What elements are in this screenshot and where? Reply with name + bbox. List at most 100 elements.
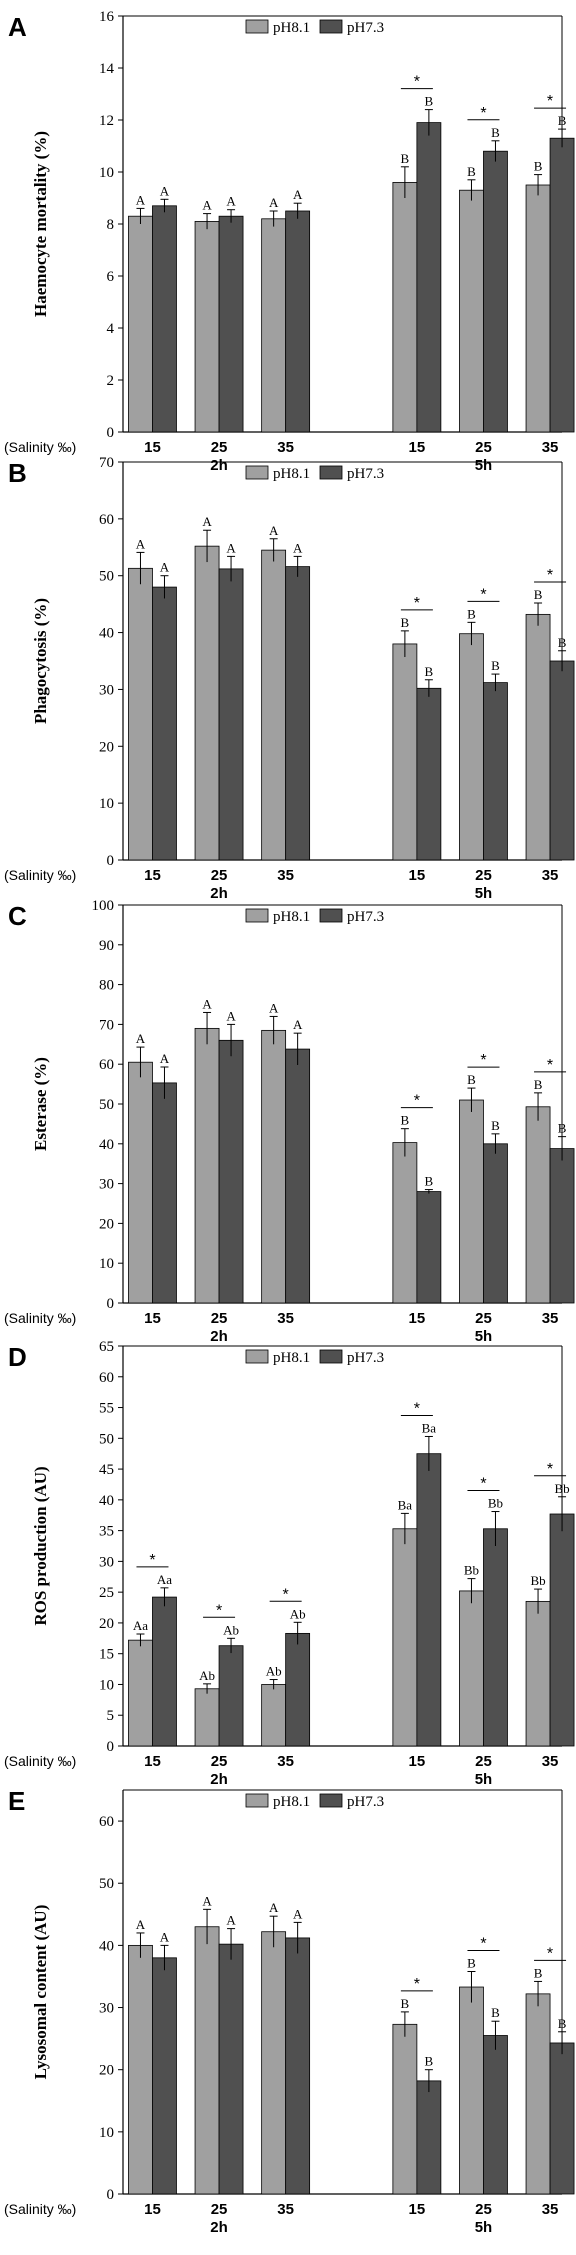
bar xyxy=(392,2023,418,2195)
bar-letter-label: B xyxy=(401,1996,410,2011)
x-tick-label: 15 xyxy=(144,2201,161,2218)
bar-letter-label: A xyxy=(269,523,279,538)
bar-letter-label: A xyxy=(226,1008,236,1023)
bar-letter-label: A xyxy=(136,1031,146,1046)
bar xyxy=(152,1596,177,1747)
bar-letter-label: B xyxy=(534,1965,543,1980)
bar-letter-label: Bb xyxy=(488,1496,503,1511)
bar xyxy=(261,1931,287,2195)
y-tick-label: 8 xyxy=(107,217,115,233)
legend-swatch-ph81 xyxy=(245,19,269,34)
y-tick-label: 100 xyxy=(92,898,115,914)
significance-star: * xyxy=(283,1586,289,1603)
y-tick-label: 0 xyxy=(107,2187,115,2203)
y-tick-label: 20 xyxy=(99,2063,114,2079)
y-tick-label: 40 xyxy=(99,1938,114,1954)
bar xyxy=(128,1639,153,1747)
chart-panel-B: 0 10 20 30 40 50 60 70 Phagocytosis (%) B pH8.1 pH7… xyxy=(4,455,575,902)
x-tick-label: 25 xyxy=(475,1310,492,1327)
x-tick-label: 25 xyxy=(475,867,492,884)
bar-letter-label: A xyxy=(226,194,236,209)
bar xyxy=(549,137,575,433)
legend-swatch-ph81 xyxy=(245,908,269,923)
x-tick-label: 25 xyxy=(475,1753,492,1770)
legend-label: pH8.1 xyxy=(273,909,310,925)
y-tick-label: 10 xyxy=(99,1256,114,1272)
chart-panel-C: 0 10 20 30 40 50 60 70 80 90 100 Esterase (%) C pH8.1… xyxy=(4,898,575,1345)
bar-letter-label: A xyxy=(160,183,170,198)
significance-star: * xyxy=(547,1461,553,1478)
y-tick-label: 60 xyxy=(99,1814,114,1830)
x-tick-label: 25 xyxy=(211,867,228,884)
x-tick-label: 25 xyxy=(211,439,228,456)
bar-letter-label: A xyxy=(269,1900,279,1915)
time-group-label: 2h xyxy=(210,1771,228,1788)
x-tick-label: 25 xyxy=(211,1310,228,1327)
bar xyxy=(549,2042,575,2195)
bar-letter-label: B xyxy=(491,658,500,673)
y-tick-label: 50 xyxy=(99,1097,114,1113)
time-group-label: 2h xyxy=(210,457,228,474)
y-tick-label: 25 xyxy=(99,1585,114,1601)
bar-letter-label: Ab xyxy=(199,1668,215,1683)
bar-letter-label: B xyxy=(425,664,434,679)
bar xyxy=(194,220,220,433)
y-tick-label: 20 xyxy=(99,1616,114,1632)
significance-star: * xyxy=(216,1602,222,1619)
panel-letter: B xyxy=(8,458,27,488)
x-tick-label: 15 xyxy=(409,1310,426,1327)
bar xyxy=(416,122,442,433)
y-tick-label: 45 xyxy=(99,1462,114,1478)
bar xyxy=(152,586,177,861)
x-tick-label: 15 xyxy=(409,867,426,884)
bar xyxy=(152,1957,177,2195)
x-tick-label: 35 xyxy=(542,867,559,884)
bar xyxy=(416,687,442,861)
y-tick-label: 12 xyxy=(99,113,114,129)
x-tick-label: 15 xyxy=(409,1753,426,1770)
y-tick-label: 0 xyxy=(107,1296,115,1312)
x-tick-label: 35 xyxy=(277,867,294,884)
y-tick-label: 15 xyxy=(99,1647,114,1663)
bar xyxy=(549,1513,575,1747)
y-tick-label: 10 xyxy=(99,165,114,181)
bar xyxy=(483,682,508,861)
bar-letter-label: B xyxy=(467,606,476,621)
y-tick-label: 70 xyxy=(99,455,114,471)
bar-letter-label: B xyxy=(558,1121,567,1136)
bar-letter-label: B xyxy=(401,1113,410,1128)
significance-star: * xyxy=(547,93,553,110)
x-tick-label: 35 xyxy=(542,1310,559,1327)
bar-letter-label: B xyxy=(467,1072,476,1087)
bar-letter-label: A xyxy=(136,1917,146,1932)
significance-star: * xyxy=(480,105,486,122)
legend-label: pH8.1 xyxy=(273,20,310,36)
bar-letter-label: A xyxy=(136,192,146,207)
legend-label: pH8.1 xyxy=(273,1794,310,1810)
bar-letter-label: A xyxy=(160,1929,170,1944)
legend-swatch-ph81 xyxy=(245,1349,269,1364)
bar xyxy=(392,181,418,433)
time-group-label: 2h xyxy=(210,1328,228,1345)
legend-label: pH8.1 xyxy=(273,1350,310,1366)
bar xyxy=(218,1943,244,2195)
time-group-label: 5h xyxy=(475,2219,493,2236)
bar xyxy=(525,1993,551,2195)
x-tick-label: 25 xyxy=(475,439,492,456)
bar-letter-label: B xyxy=(425,2054,434,2069)
y-tick-label: 4 xyxy=(107,321,115,337)
y-tick-label: 30 xyxy=(99,682,114,698)
y-tick-label: 70 xyxy=(99,1017,114,1033)
y-tick-label: 50 xyxy=(99,1431,114,1447)
bar xyxy=(459,1099,484,1304)
bar-letter-label: A xyxy=(202,1893,212,1908)
y-tick-label: 40 xyxy=(99,1493,114,1509)
x-tick-label: 35 xyxy=(277,2201,294,2218)
x-tick-label: 15 xyxy=(144,1310,161,1327)
salinity-label: (Salinity ‰) xyxy=(4,2201,76,2217)
chart-panel-A: 0 2 4 6 8 10 12 14 16 Haemocyte mortality (%) A pH8… xyxy=(4,9,575,474)
bar-letter-label: B xyxy=(425,94,434,109)
legend-label: pH8.1 xyxy=(273,466,310,482)
bar-letter-label: B xyxy=(491,125,500,140)
bar xyxy=(261,1684,287,1747)
